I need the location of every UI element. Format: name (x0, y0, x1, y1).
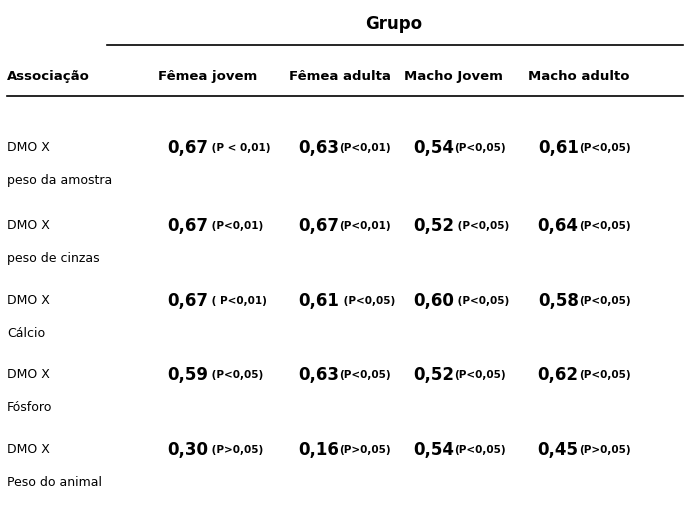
Text: (P<0,05): (P<0,05) (579, 370, 630, 380)
Text: (P>0,05): (P>0,05) (340, 445, 391, 455)
Text: Peso do animal: Peso do animal (7, 476, 102, 489)
Text: (P<0,05): (P<0,05) (454, 143, 505, 153)
Text: DMO X: DMO X (7, 444, 50, 456)
Text: 0,64: 0,64 (538, 217, 579, 235)
Text: 0,67: 0,67 (167, 217, 208, 235)
Text: 0,62: 0,62 (538, 366, 579, 384)
Text: (P<0,05): (P<0,05) (579, 221, 630, 231)
Text: 0,63: 0,63 (299, 139, 340, 157)
Text: (P<0,05): (P<0,05) (454, 296, 509, 306)
Text: 0,54: 0,54 (413, 139, 454, 157)
Text: (P<0,05): (P<0,05) (454, 445, 505, 455)
Text: 0,61: 0,61 (299, 292, 340, 310)
Text: 0,67: 0,67 (299, 217, 340, 235)
Text: (P<0,05): (P<0,05) (454, 221, 509, 231)
Text: (P < 0,01): (P < 0,01) (208, 143, 270, 153)
Text: ( P<0,01): ( P<0,01) (208, 296, 267, 306)
Text: 0,61: 0,61 (538, 139, 579, 157)
Text: Cálcio: Cálcio (7, 327, 45, 340)
Text: (P<0,05): (P<0,05) (579, 296, 630, 306)
Text: peso da amostra: peso da amostra (7, 174, 112, 187)
Text: 0,54: 0,54 (413, 441, 454, 459)
Text: (P<0,05): (P<0,05) (454, 370, 505, 380)
Text: Macho adulto: Macho adulto (528, 70, 629, 83)
Text: 0,16: 0,16 (299, 441, 340, 459)
Text: (P<0,01): (P<0,01) (340, 143, 391, 153)
Text: (P<0,05): (P<0,05) (579, 143, 630, 153)
Text: 0,63: 0,63 (299, 366, 340, 384)
Text: 0,60: 0,60 (413, 292, 454, 310)
Text: DMO X: DMO X (7, 295, 50, 307)
Text: 0,52: 0,52 (413, 366, 454, 384)
Text: (P<0,05): (P<0,05) (340, 370, 391, 380)
Text: 0,52: 0,52 (413, 217, 454, 235)
Text: peso de cinzas: peso de cinzas (7, 252, 100, 265)
Text: 0,30: 0,30 (167, 441, 208, 459)
Text: DMO X: DMO X (7, 142, 50, 154)
Text: 0,67: 0,67 (167, 292, 208, 310)
Text: (P<0,05): (P<0,05) (208, 370, 263, 380)
Text: DMO X: DMO X (7, 220, 50, 232)
Text: 0,59: 0,59 (167, 366, 208, 384)
Text: (P<0,05): (P<0,05) (340, 296, 395, 306)
Text: Grupo: Grupo (365, 15, 422, 33)
Text: Fósforo: Fósforo (7, 401, 52, 414)
Text: Macho Jovem: Macho Jovem (405, 70, 503, 83)
Text: 0,58: 0,58 (538, 292, 579, 310)
Text: DMO X: DMO X (7, 369, 50, 381)
Text: Fêmea jovem: Fêmea jovem (158, 70, 258, 83)
Text: Associação: Associação (7, 70, 90, 83)
Text: (P<0,01): (P<0,01) (340, 221, 391, 231)
Text: 0,67: 0,67 (167, 139, 208, 157)
Text: Fêmea adulta: Fêmea adulta (288, 70, 391, 83)
Text: (P>0,05): (P>0,05) (579, 445, 630, 455)
Text: (P<0,01): (P<0,01) (208, 221, 263, 231)
Text: (P>0,05): (P>0,05) (208, 445, 263, 455)
Text: 0,45: 0,45 (538, 441, 579, 459)
